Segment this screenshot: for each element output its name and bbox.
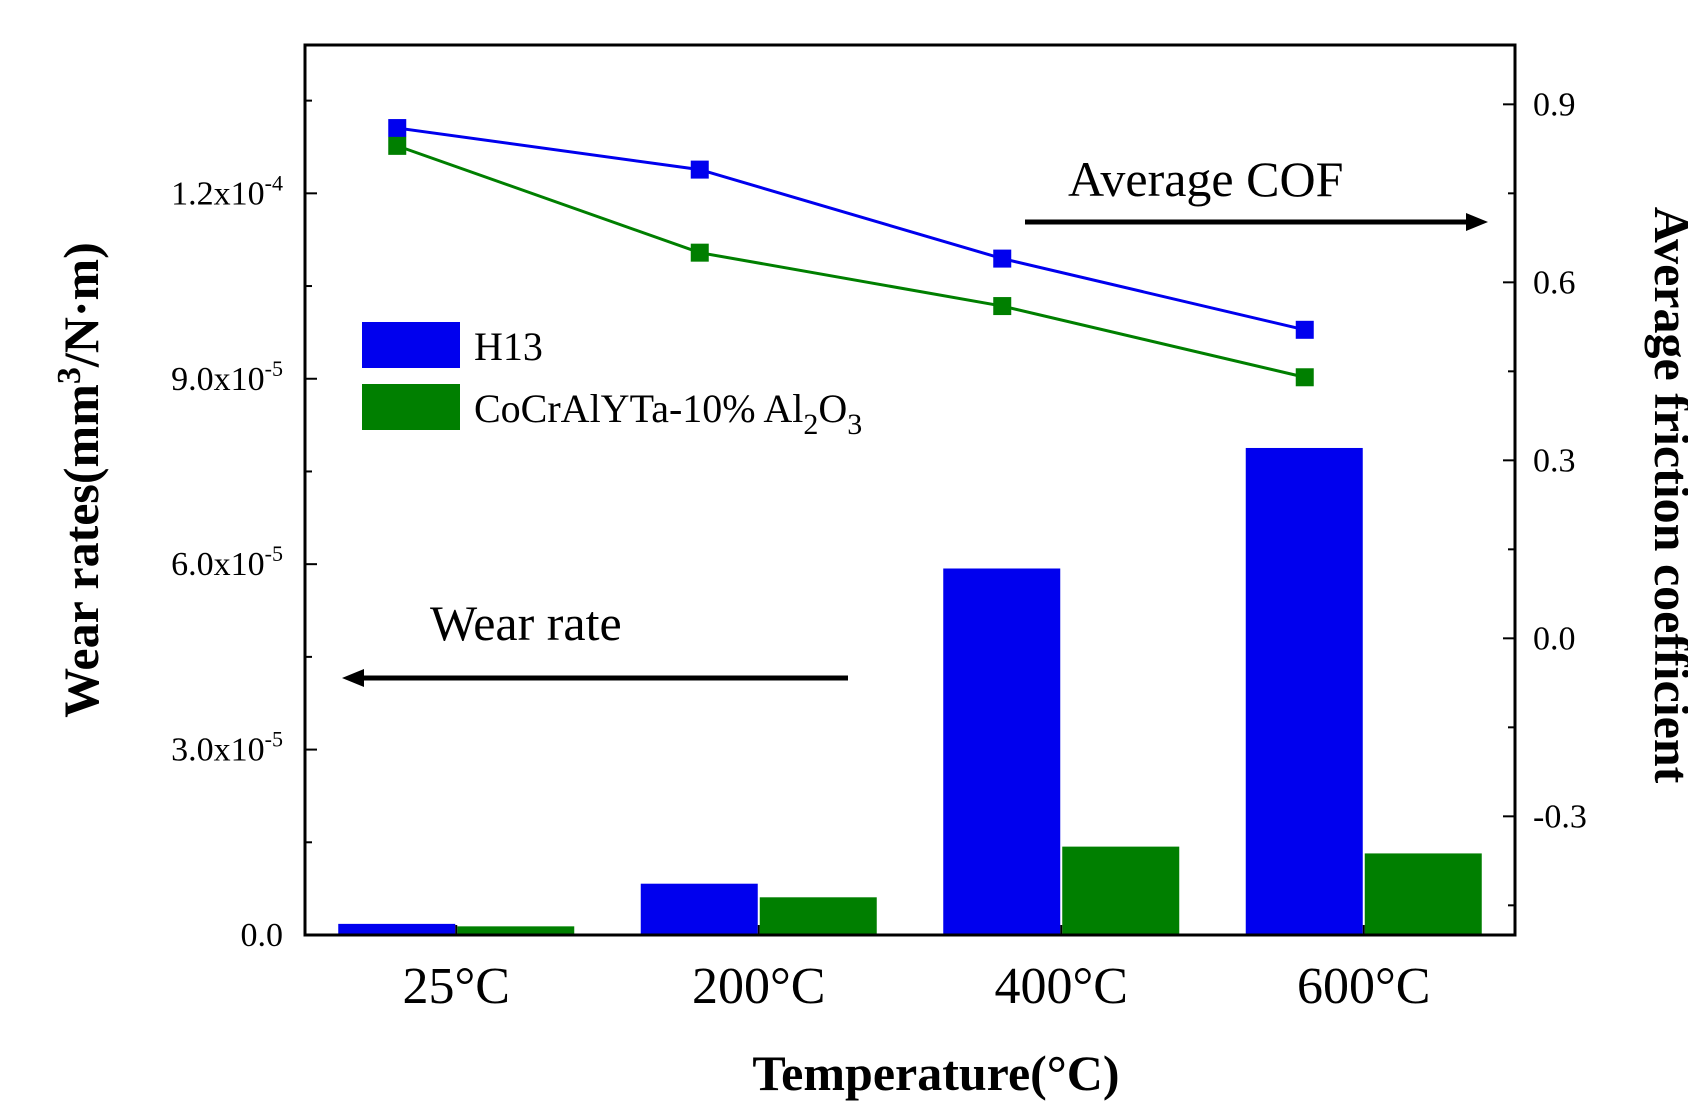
- bar-layer: [338, 447, 1482, 935]
- cof-marker-h13-3: [1295, 320, 1314, 339]
- bar-cocralyta-0: [457, 926, 575, 935]
- y-left-axis-title-sup: 3: [51, 367, 88, 384]
- y-right-tick-label-4: 0.9: [1533, 86, 1576, 123]
- annotation-wear-rate: Wear rate: [430, 595, 622, 651]
- y-left-tick-label-0: 0.0: [241, 917, 284, 954]
- annotation-average-cof: Average COF: [1068, 151, 1343, 207]
- x-axis-title: Temperature(°C): [752, 1045, 1119, 1101]
- bar-cocralyta-3: [1364, 853, 1482, 935]
- arrow-average-cof-head: [1466, 213, 1488, 231]
- axes-layer: 0.0 3.0x10-5 6.0x10-5 9.0x10-5 1.2x10-4 -0.3 0…: [171, 43, 1587, 1015]
- bar-cocralyta-2: [1062, 846, 1180, 935]
- legend-label-h13-text: H13: [474, 324, 543, 369]
- line-layer: [388, 119, 1314, 387]
- bar-h13-2: [943, 568, 1061, 935]
- legend-label-cocralyta-o: O: [818, 386, 847, 431]
- cof-marker-cocralyta-0: [388, 136, 407, 155]
- plot-frame: [303, 43, 1517, 937]
- legend-label-cocralyta: CoCrAlYTa-10% Al2O3: [474, 386, 862, 441]
- cof-marker-h13-0: [388, 119, 407, 138]
- x-tick-label-0: 25°C: [403, 958, 510, 1015]
- legend-label-cocralyta-sub-3: 3: [847, 408, 862, 441]
- legend-swatch-h13: [362, 322, 460, 368]
- y-right-tick-label-0: -0.3: [1533, 798, 1587, 835]
- y-left-axis-title-main: Wear rates(mm: [53, 384, 109, 718]
- cof-marker-cocralyta-2: [993, 297, 1012, 316]
- y-left-axis-title: Wear rates(mm3/N·m): [51, 242, 109, 718]
- y-left-axis-title-rest: /N·m): [53, 242, 109, 368]
- y-left-tick-label-4: 1.2x10-4: [171, 170, 283, 212]
- legend-swatch-cocralyta: [362, 384, 460, 430]
- cof-marker-h13-1: [690, 160, 709, 179]
- y-right-tick-label-2: 0.3: [1533, 442, 1576, 479]
- bar-h13-1: [640, 883, 758, 935]
- legend-label-h13: H13: [474, 324, 543, 369]
- x-tick-label-1: 200°C: [692, 958, 825, 1015]
- legend-label-cocralyta-sub-2: 2: [803, 408, 818, 441]
- y-left-tick-label-2: 6.0x10-5: [171, 541, 283, 583]
- cof-marker-cocralyta-1: [690, 243, 709, 262]
- bar-cocralyta-1: [759, 897, 877, 935]
- legend: H13 CoCrAlYTa-10% Al2O3: [362, 322, 862, 441]
- y-left-tick-label-1: 3.0x10-5: [171, 727, 283, 769]
- bar-h13-0: [338, 923, 456, 935]
- y-left-tick-label-3: 9.0x10-5: [171, 356, 283, 398]
- bar-h13-3: [1245, 447, 1363, 935]
- legend-label-cocralyta-main: CoCrAlYTa-10% Al: [474, 386, 803, 431]
- cof-marker-cocralyta-3: [1295, 368, 1314, 387]
- x-tick-label-2: 400°C: [995, 958, 1128, 1015]
- y-right-tick-label-1: 0.0: [1533, 620, 1576, 657]
- cof-marker-h13-2: [993, 249, 1012, 268]
- arrow-wear-rate-head: [342, 669, 364, 687]
- cof-line-h13: [397, 126, 1306, 332]
- y-right-axis-title: Average friction coefficient: [1644, 207, 1688, 784]
- cof-line-cocralyta: [396, 144, 1306, 379]
- x-tick-label-3: 600°C: [1297, 958, 1430, 1015]
- y-right-tick-label-3: 0.6: [1533, 264, 1576, 301]
